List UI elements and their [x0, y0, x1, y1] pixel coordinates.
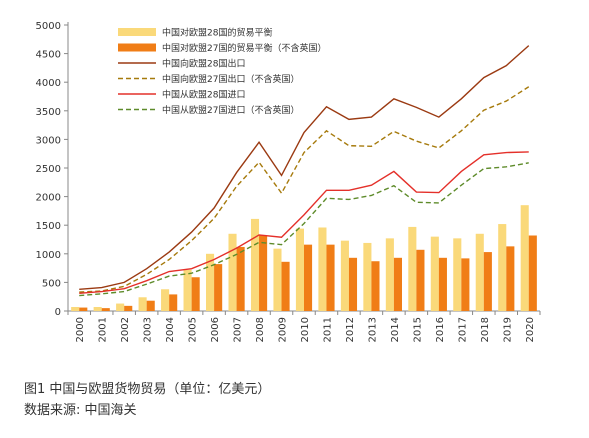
bar [101, 308, 110, 311]
x-tick-label: 2015 [412, 317, 423, 342]
bar [116, 303, 125, 311]
bar [183, 269, 192, 311]
bar [273, 248, 282, 311]
bar [520, 205, 529, 311]
bar [438, 257, 447, 311]
series-line [79, 162, 529, 297]
figure-caption: 图1 中国与欧盟货物贸易（单位：亿美元） [24, 382, 271, 397]
bar [138, 297, 147, 311]
x-tick-label: 2002 [120, 317, 131, 342]
bar [371, 261, 380, 311]
bar [318, 227, 327, 311]
bar [124, 305, 133, 311]
bar [206, 253, 215, 311]
y-tick-label: 2500 [36, 164, 61, 175]
bar [363, 242, 372, 311]
bar [228, 233, 237, 311]
bar [169, 294, 178, 311]
legend-label: 中国从欧盟27国进口（不含英国） [162, 104, 299, 116]
bar [146, 300, 155, 311]
bar [348, 257, 358, 311]
x-tick-label: 2020 [525, 317, 536, 342]
bar [430, 236, 439, 311]
bar [214, 264, 223, 311]
bar [326, 244, 335, 311]
bar [340, 240, 349, 311]
bars-group [71, 205, 537, 311]
bar [528, 235, 537, 311]
y-tick-label: 0 [55, 307, 61, 318]
series-line [79, 86, 530, 293]
y-tick-label: 1000 [36, 250, 61, 261]
bar [281, 261, 290, 311]
bar [250, 218, 260, 311]
bar [416, 249, 425, 311]
x-tick-label: 2017 [457, 317, 468, 342]
x-tick-label: 2008 [255, 317, 266, 342]
legend-label: 中国向欧盟27国出口（不含英国） [162, 73, 299, 85]
series-line [79, 45, 530, 290]
bar [498, 224, 507, 311]
y-tick-label: 4500 [36, 50, 61, 61]
legend-label: 中国从欧盟28国进口 [162, 89, 245, 101]
bar [79, 307, 88, 311]
x-tick-label: 2000 [75, 317, 86, 342]
x-tick-label: 2012 [345, 317, 356, 342]
y-tick-label: 500 [42, 278, 61, 289]
legend-label: 中国向欧盟28国出口 [162, 58, 245, 70]
bar [408, 226, 417, 311]
bar [236, 246, 245, 311]
x-tick-label: 2003 [143, 317, 154, 342]
bar [295, 228, 304, 311]
bar [71, 306, 80, 311]
bar [475, 233, 484, 311]
x-tick-label: 2007 [233, 317, 244, 342]
x-tick-label: 2019 [502, 317, 513, 342]
x-tick-label: 2005 [188, 317, 199, 342]
x-tick-label: 2016 [435, 317, 446, 342]
bar [93, 306, 102, 311]
y-axis-ticks: 0 500 1000 1500 2000 2500 3000 3500 4000 4500 5000 [36, 21, 68, 318]
bar [191, 277, 200, 311]
y-tick-label: 2000 [36, 193, 61, 204]
y-tick-label: 4000 [36, 78, 61, 89]
x-tick-label: 2001 [98, 317, 109, 342]
bar [453, 238, 462, 311]
x-tick-label: 2011 [322, 317, 333, 342]
bar [259, 235, 268, 311]
x-axis-ticks: 2000 2001 2002 2003 2004 2005 2006 2007 2008 2009… [67, 311, 541, 342]
bar [161, 289, 170, 311]
legend-label: 中国对欧盟28国的贸易平衡 [162, 27, 272, 39]
x-tick-label: 2010 [300, 317, 311, 342]
x-tick-label: 2004 [165, 317, 176, 342]
y-tick-label: 5000 [36, 21, 61, 32]
bar [461, 258, 470, 311]
bar [385, 238, 394, 311]
bar [304, 244, 313, 311]
y-tick-label: 3500 [36, 107, 61, 118]
series-line [79, 151, 529, 294]
y-tick-label: 1500 [36, 221, 61, 232]
data-source: 数据来源: 中国海关 [24, 403, 137, 418]
legend-label: 中国对欧盟27国的贸易平衡（不含英国） [162, 42, 326, 54]
bar [483, 252, 492, 311]
bar [506, 246, 515, 311]
trade-chart: 0 500 1000 1500 2000 2500 3000 3500 4000 4500 5000… [36, 21, 541, 342]
y-tick-label: 3000 [36, 135, 61, 146]
x-tick-label: 2006 [210, 317, 221, 342]
lines-group [79, 45, 530, 297]
x-tick-label: 2018 [480, 317, 491, 342]
x-tick-label: 2009 [278, 317, 289, 342]
x-tick-label: 2013 [367, 317, 378, 342]
bar [393, 257, 402, 311]
legend-swatch [118, 43, 156, 52]
x-tick-label: 2014 [390, 317, 401, 342]
legend-swatch [118, 28, 156, 36]
